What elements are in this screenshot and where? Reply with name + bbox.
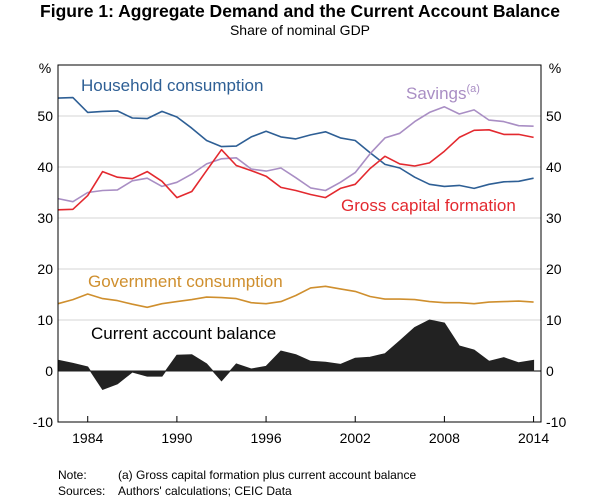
y-tick-label-right: 0 <box>546 363 554 379</box>
left-unit-label: % <box>39 60 51 76</box>
x-tick-label: 2008 <box>429 430 460 446</box>
note-text: (a) Gross capital formation plus current… <box>118 468 417 482</box>
note-row: Note: (a) Gross capital formation plus c… <box>58 467 416 483</box>
y-tick-label-left: -10 <box>33 414 53 430</box>
y-tick-label-right: 50 <box>546 108 562 124</box>
y-tick-label-left: 20 <box>37 261 53 277</box>
y-tick-label-right: 10 <box>546 312 562 328</box>
savings-label: Savings(a) <box>406 83 480 103</box>
x-tick-label: 2002 <box>340 430 371 446</box>
chart-title: Figure 1: Aggregate Demand and the Curre… <box>40 1 560 21</box>
x-tick-label: 2014 <box>518 430 549 446</box>
y-tick-label-left: 50 <box>37 108 53 124</box>
x-tick-label: 1990 <box>161 430 192 446</box>
line-layer <box>57 96 534 309</box>
plot-frame <box>57 64 542 423</box>
y-tick-label-right: 30 <box>546 210 562 226</box>
right-unit-label: % <box>549 60 561 76</box>
government-consumption-line <box>57 285 534 309</box>
y-tick-label-left: 30 <box>37 210 53 226</box>
y-tick-label-right: 20 <box>546 261 562 277</box>
y-tick-label-left: 40 <box>37 159 53 175</box>
household-consumption-line <box>57 96 534 190</box>
sources-text: Authors' calculations; CEIC Data <box>118 484 292 498</box>
note-label: Note: <box>58 468 87 482</box>
current-account-balance-label: Current account balance <box>91 324 276 343</box>
gross-capital-formation-line <box>57 129 534 211</box>
area-layer <box>57 319 535 391</box>
savings-label-superscript: (a) <box>466 83 479 95</box>
government-consumption-label: Government consumption <box>88 272 283 291</box>
axis-layer: -10 -10 0 0 10 10 20 20 30 30 40 40 50 50% % 1984 1990 19… <box>33 60 567 446</box>
chart-notes: Note: (a) Gross capital formation plus c… <box>58 467 416 499</box>
x-tick-label: 1984 <box>72 430 103 446</box>
chart-subtitle: Share of nominal GDP <box>229 22 371 38</box>
household-consumption-label: Household consumption <box>81 76 263 95</box>
y-tick-label-left: 0 <box>45 363 53 379</box>
gross-capital-formation-label: Gross capital formation <box>341 196 516 215</box>
savings-line <box>57 106 534 203</box>
sources-label: Sources: <box>58 484 106 498</box>
label-layer: Household consumption Savings(a) Gross cap… <box>81 76 516 343</box>
y-tick-label-right: 40 <box>546 159 562 175</box>
sources-row: Sources: Authors' calculations; CEIC Dat… <box>58 483 416 499</box>
current-account-balance-area <box>57 319 535 391</box>
x-tick-label: 1996 <box>250 430 281 446</box>
y-tick-label-left: 10 <box>37 312 53 328</box>
y-tick-label-right: -10 <box>546 414 566 430</box>
grid-layer <box>58 115 541 423</box>
